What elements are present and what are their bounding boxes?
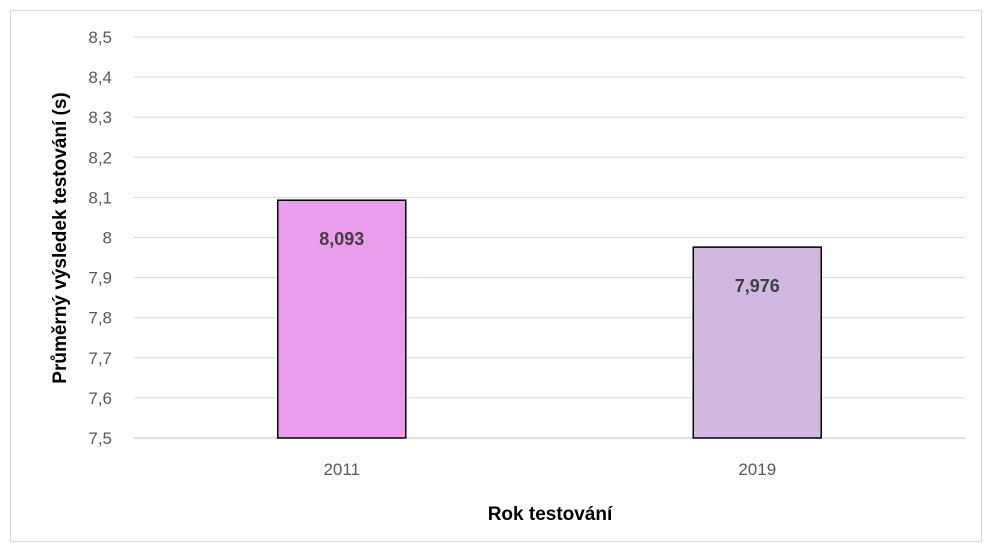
- y-tick-label: 7,7: [88, 349, 112, 368]
- x-tick-labels: 2011 2019: [323, 460, 776, 479]
- data-label-2011: 8,093: [319, 229, 364, 249]
- y-tick-label: 7,5: [88, 429, 112, 448]
- y-tick-label: 7,8: [88, 309, 112, 328]
- y-tick-label: 8: [103, 229, 112, 248]
- y-tick-labels: 7,5 7,6 7,7 7,8 7,9 8 8,1 8,2 8,3 8,4 8,5: [88, 28, 112, 448]
- bar-2011: [277, 199, 407, 439]
- y-tick-label: 8,1: [88, 188, 112, 207]
- x-tick-label: 2019: [738, 460, 776, 479]
- data-labels: 8,093 7,976: [319, 229, 780, 296]
- y-tick-label: 7,6: [88, 389, 112, 408]
- x-axis-title: Rok testování: [488, 504, 613, 525]
- grid-lines: [134, 36, 965, 439]
- y-tick-label: 8,2: [88, 148, 112, 167]
- bars: [277, 199, 822, 439]
- y-tick-label: 8,3: [88, 108, 112, 127]
- bar-2019: [692, 246, 822, 439]
- x-tick-label: 2011: [323, 460, 360, 479]
- y-axis-title: Průměrný výsledek testování (s): [50, 92, 71, 383]
- y-tick-label: 7,9: [88, 269, 112, 288]
- data-label-2019: 7,976: [735, 276, 780, 296]
- y-tick-label: 8,5: [88, 28, 112, 47]
- y-tick-label: 8,4: [88, 68, 112, 87]
